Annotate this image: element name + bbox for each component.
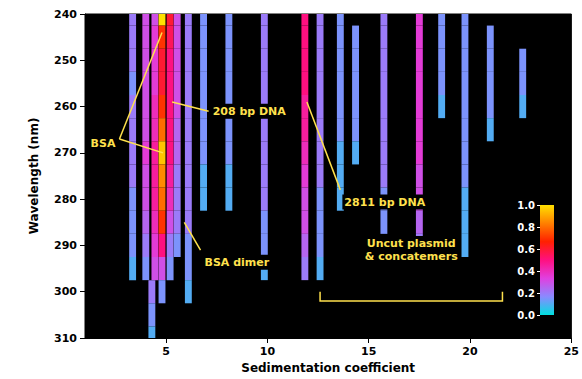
svg-text:Uncut plasmid: Uncut plasmid: [367, 237, 456, 250]
svg-text:Sedimentation coefficient: Sedimentation coefficient: [241, 361, 415, 375]
svg-text:0.0: 0.0: [517, 310, 535, 321]
svg-text:10: 10: [260, 345, 276, 358]
svg-text:1.0: 1.0: [517, 200, 535, 211]
svg-text:280: 280: [54, 193, 77, 206]
svg-text:250: 250: [54, 54, 77, 67]
svg-text:0.8: 0.8: [517, 222, 535, 233]
svg-text:0.6: 0.6: [517, 244, 535, 255]
svg-text:0.4: 0.4: [517, 266, 535, 277]
svg-text:5: 5: [162, 345, 170, 358]
svg-text:300: 300: [54, 285, 77, 298]
svg-text:270: 270: [54, 146, 77, 159]
svg-text:290: 290: [54, 239, 77, 252]
svg-text:Wavelength (nm): Wavelength (nm): [27, 118, 41, 235]
svg-text:15: 15: [361, 345, 376, 358]
svg-text:20: 20: [462, 345, 478, 358]
svg-text:BSA dimer: BSA dimer: [205, 256, 270, 269]
svg-text:2811 bp DNA: 2811 bp DNA: [344, 196, 425, 209]
svg-text:25: 25: [564, 345, 579, 358]
svg-text:208 bp DNA: 208 bp DNA: [213, 105, 287, 118]
svg-text:260: 260: [54, 100, 77, 113]
svg-text:240: 240: [54, 8, 77, 21]
svg-text:& concatemers: & concatemers: [365, 250, 458, 263]
svg-text:BSA: BSA: [91, 137, 116, 150]
svg-text:0.2: 0.2: [517, 288, 535, 299]
svg-text:310: 310: [54, 332, 77, 345]
